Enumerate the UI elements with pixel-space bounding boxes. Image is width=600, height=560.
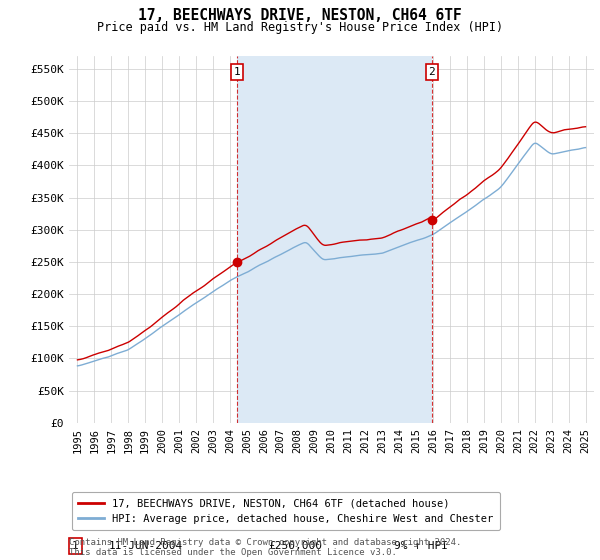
- Text: 2: 2: [428, 67, 435, 77]
- Text: 1: 1: [234, 67, 241, 77]
- Text: Contains HM Land Registry data © Crown copyright and database right 2024.
This d: Contains HM Land Registry data © Crown c…: [69, 538, 461, 557]
- Text: 11-JUN-2004: 11-JUN-2004: [109, 540, 182, 550]
- Text: 9% ↑ HPI: 9% ↑ HPI: [395, 540, 449, 550]
- Text: £250,000: £250,000: [269, 540, 323, 550]
- Text: 1: 1: [72, 540, 79, 550]
- Legend: 17, BEECHWAYS DRIVE, NESTON, CH64 6TF (detached house), HPI: Average price, deta: 17, BEECHWAYS DRIVE, NESTON, CH64 6TF (d…: [71, 492, 500, 530]
- Bar: [238, 56, 432, 423]
- Text: Price paid vs. HM Land Registry's House Price Index (HPI): Price paid vs. HM Land Registry's House …: [97, 21, 503, 34]
- Text: 17, BEECHWAYS DRIVE, NESTON, CH64 6TF: 17, BEECHWAYS DRIVE, NESTON, CH64 6TF: [138, 8, 462, 24]
